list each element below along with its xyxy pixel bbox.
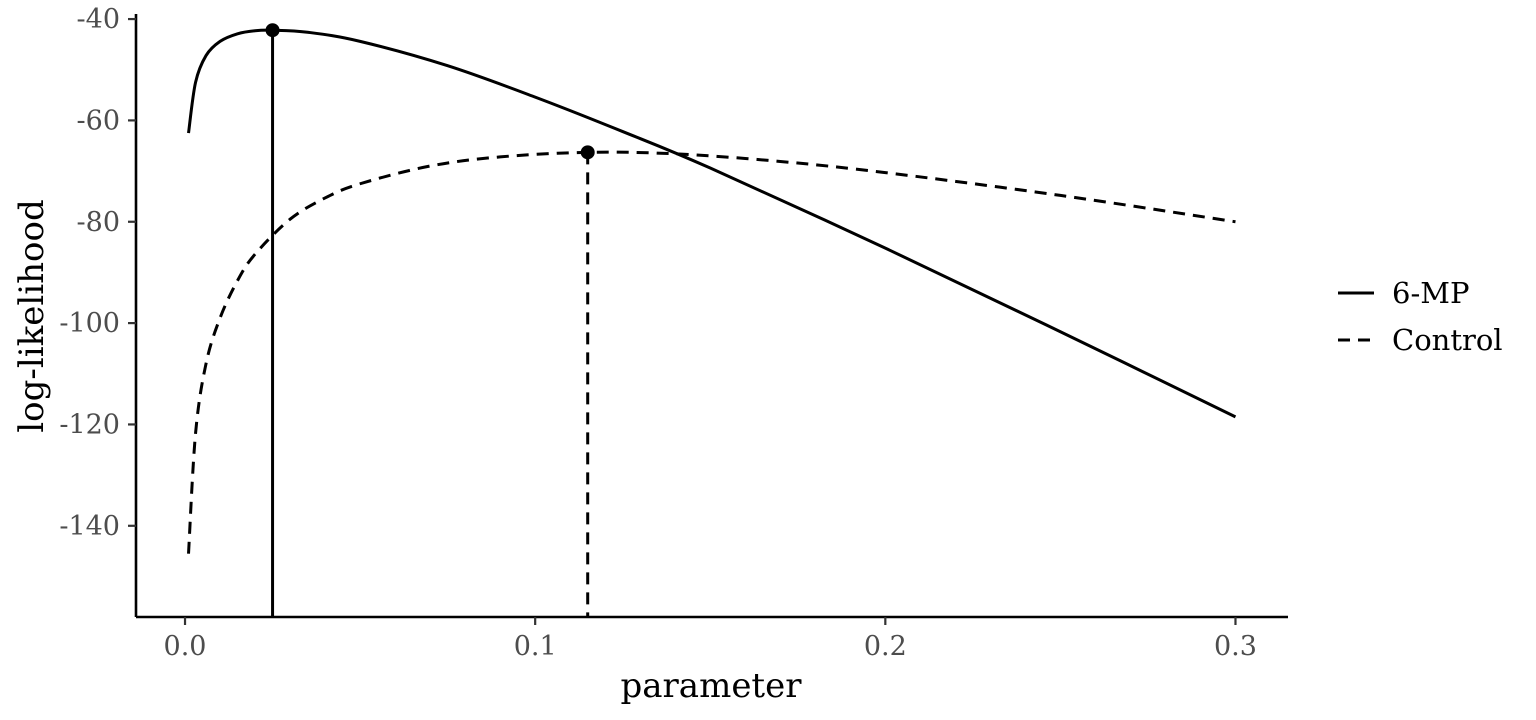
x-axis-title: parameter bbox=[621, 666, 803, 706]
legend-label-6mp: 6-MP bbox=[1392, 276, 1469, 310]
x-tick-label: 0.3 bbox=[1214, 631, 1257, 662]
x-tick-label: 0.0 bbox=[164, 631, 207, 662]
y-tick-label: -100 bbox=[59, 308, 120, 339]
legend: 6-MP Control bbox=[1338, 276, 1503, 357]
series-line-control bbox=[187, 150, 1236, 554]
x-tick-label: 0.2 bbox=[864, 631, 907, 662]
axes bbox=[134, 14, 1288, 619]
series-line-6-mp bbox=[187, 28, 1237, 419]
mle-point-control bbox=[580, 145, 595, 160]
mle-point-6-mp bbox=[265, 23, 280, 38]
series-lines bbox=[187, 28, 1237, 554]
mle-drop-lines bbox=[271, 30, 590, 617]
y-tick-label: -140 bbox=[59, 511, 120, 542]
ticks: 0.0 0.1 0.2 0.3 -40 -60 -80 -100 -120 -140 bbox=[59, 4, 1257, 662]
y-axis-title: log-likelihood bbox=[12, 199, 52, 432]
y-tick-label: -80 bbox=[77, 207, 120, 238]
y-tick-label: -120 bbox=[59, 409, 120, 440]
legend-label-control: Control bbox=[1392, 323, 1503, 357]
y-tick-label: -60 bbox=[77, 105, 120, 136]
mle-points bbox=[265, 23, 595, 160]
x-tick-label: 0.1 bbox=[514, 631, 557, 662]
y-tick-label: -40 bbox=[77, 4, 120, 35]
